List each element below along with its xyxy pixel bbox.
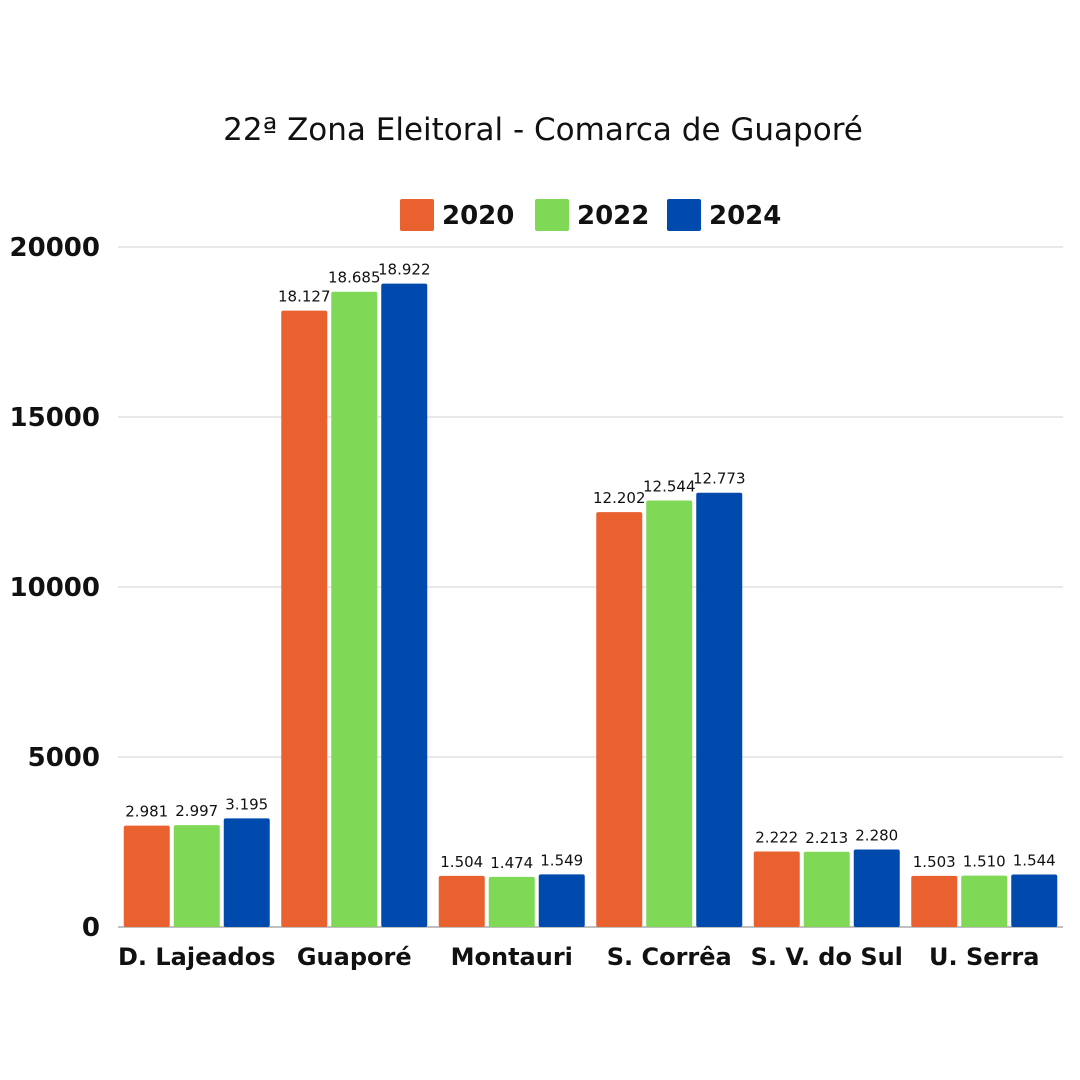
bar-2024-2 <box>538 874 585 927</box>
legend-label: 2024 <box>709 201 781 231</box>
x-tick-label: S. V. do Sul <box>751 943 903 971</box>
legend-item-2024: 2024 <box>667 199 781 231</box>
y-tick-label: 20000 <box>10 233 100 263</box>
data-label: 12.202 <box>593 489 646 507</box>
data-label: 2.981 <box>125 803 168 821</box>
data-label: 1.503 <box>913 853 956 871</box>
gridlines <box>118 246 1063 928</box>
legend-item-2022: 2022 <box>535 199 649 231</box>
data-label: 18.127 <box>278 288 331 306</box>
bar-2024-1 <box>381 283 428 928</box>
bar-2024-4 <box>853 849 900 927</box>
data-label: 3.195 <box>225 795 268 813</box>
y-tick-label: 10000 <box>10 573 100 603</box>
data-label: 1.544 <box>1013 852 1056 870</box>
bar-2020-3 <box>596 512 643 927</box>
data-label: 2.997 <box>175 802 218 820</box>
bar-2020-4 <box>753 851 800 927</box>
data-label: 18.922 <box>378 261 431 279</box>
legend-item-2020: 2020 <box>400 199 514 231</box>
data-label: 18.685 <box>328 269 381 287</box>
y-tick-label: 5000 <box>28 743 100 773</box>
x-tick-label: D. Lajeados <box>118 943 276 971</box>
chart-title: 22ª Zona Eleitoral - Comarca de Guaporé <box>223 112 863 148</box>
bar-2022-1 <box>331 291 378 928</box>
data-label: 2.213 <box>805 829 848 847</box>
legend-swatch <box>535 199 569 231</box>
data-label: 2.222 <box>755 828 798 846</box>
bar-2024-5 <box>1011 874 1058 927</box>
bar-2020-2 <box>438 875 485 927</box>
bar-2022-4 <box>803 851 850 927</box>
data-label: 12.544 <box>643 478 696 496</box>
bar-2022-0 <box>173 825 220 927</box>
legend-label: 2022 <box>577 201 649 231</box>
legend-swatch <box>400 199 434 231</box>
x-tick-label: S. Corrêa <box>607 943 732 971</box>
data-label: 1.549 <box>540 851 583 869</box>
bar-2020-1 <box>281 310 328 927</box>
bar-2022-2 <box>488 876 535 927</box>
bar-2022-5 <box>961 875 1008 927</box>
bar-2024-0 <box>223 818 270 927</box>
data-label: 2.280 <box>855 826 898 844</box>
bar-2020-0 <box>123 825 170 927</box>
x-tick-label: Guaporé <box>297 943 412 971</box>
x-tick-label: Montauri <box>451 943 573 971</box>
data-label: 12.773 <box>693 470 746 488</box>
legend-swatch <box>667 199 701 231</box>
y-axis: 0 5000 10000 15000 20000 <box>10 233 100 943</box>
bar-2024-3 <box>696 492 743 927</box>
x-axis: D. Lajeados Guaporé Montauri S. Corrêa S. V.… <box>118 943 1039 971</box>
data-label: 1.504 <box>440 853 483 871</box>
data-label: 1.474 <box>490 854 533 872</box>
bar-2022-3 <box>646 500 693 927</box>
legend-label: 2020 <box>442 201 514 231</box>
x-tick-label: U. Serra <box>929 943 1039 971</box>
data-label: 1.510 <box>963 853 1006 871</box>
legend: 2020 2022 2024 <box>400 199 781 231</box>
bar-2020-5 <box>911 875 958 927</box>
y-tick-label: 0 <box>82 913 100 943</box>
y-tick-label: 15000 <box>10 403 100 433</box>
